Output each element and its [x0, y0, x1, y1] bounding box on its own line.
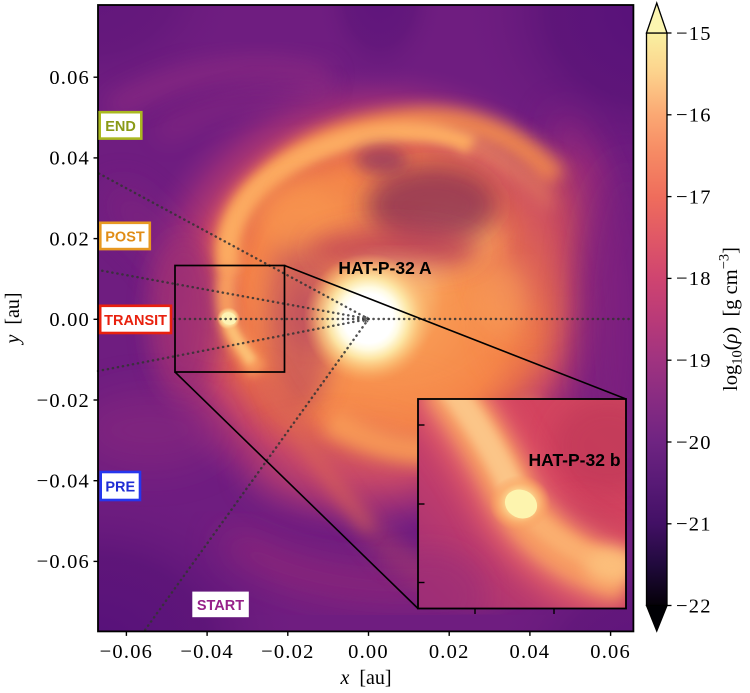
svg-text:HAT-P-32 b: HAT-P-32 b [528, 450, 620, 470]
svg-text:POST: POST [105, 229, 145, 245]
svg-text:−16: −16 [676, 105, 712, 127]
svg-text:HAT-P-32 A: HAT-P-32 A [338, 258, 432, 278]
svg-text:0.06: 0.06 [590, 641, 631, 663]
svg-text:−0.04: −0.04 [180, 641, 233, 663]
svg-text:−20: −20 [676, 432, 712, 454]
svg-text:0.06: 0.06 [49, 67, 90, 89]
svg-text:0.04: 0.04 [49, 148, 90, 170]
svg-text:−0.06: −0.06 [100, 641, 153, 663]
svg-text:0.00: 0.00 [49, 309, 90, 331]
svg-text:−0.02: −0.02 [37, 390, 90, 412]
svg-text:−15: −15 [676, 23, 712, 45]
svg-text:−22: −22 [676, 595, 712, 617]
svg-text:TRANSIT: TRANSIT [104, 313, 167, 329]
svg-text:−0.06: −0.06 [37, 551, 90, 573]
svg-text:−0.02: −0.02 [261, 641, 314, 663]
svg-text:−19: −19 [676, 350, 712, 372]
svg-text:0.04: 0.04 [510, 641, 551, 663]
svg-text:log10(ρ) [g cm−3]: log10(ρ) [g cm−3] [717, 247, 746, 391]
svg-text:−18: −18 [676, 268, 712, 290]
svg-text:−0.04: −0.04 [37, 471, 90, 493]
svg-text:−17: −17 [676, 186, 712, 208]
svg-text:START: START [197, 598, 244, 614]
svg-text:0.02: 0.02 [49, 228, 90, 250]
svg-text:PRE: PRE [105, 480, 135, 496]
svg-text:0.00: 0.00 [348, 641, 389, 663]
svg-text:y [au]: y [au] [2, 292, 24, 345]
svg-text:END: END [105, 119, 136, 135]
svg-text:−21: −21 [676, 514, 712, 536]
svg-text:0.02: 0.02 [429, 641, 470, 663]
svg-text:x [au]: x [au] [339, 667, 391, 689]
